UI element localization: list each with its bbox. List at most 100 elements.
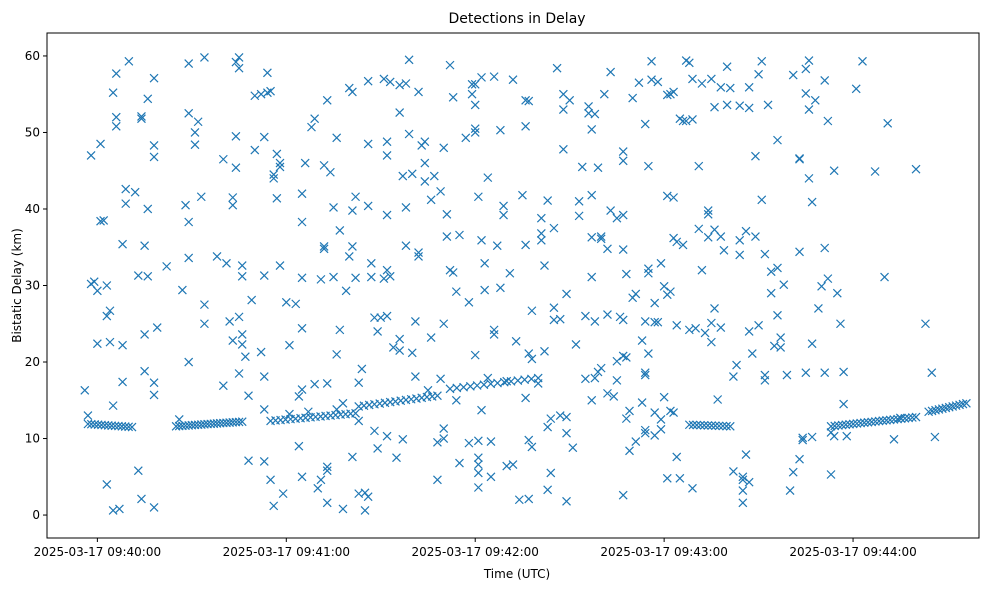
data-point <box>410 372 420 381</box>
data-point <box>143 204 153 214</box>
data-point <box>329 203 338 212</box>
data-point <box>184 108 194 118</box>
data-point <box>382 150 392 160</box>
data-point <box>675 473 685 483</box>
data-point <box>837 420 847 430</box>
data-point <box>653 317 663 327</box>
data-point <box>93 420 103 430</box>
data-point <box>404 129 414 139</box>
data-point <box>880 272 889 282</box>
data-point <box>728 372 738 381</box>
data-point <box>533 373 543 383</box>
data-point <box>240 352 250 362</box>
data-point <box>149 390 159 400</box>
data-point <box>896 414 906 424</box>
data-point <box>782 370 792 380</box>
data-point <box>414 248 423 258</box>
data-point <box>181 200 190 210</box>
data-point <box>162 261 172 271</box>
data-point <box>124 422 134 432</box>
data-point <box>889 415 899 424</box>
data-point <box>193 117 203 127</box>
data-point <box>237 417 247 427</box>
data-point <box>218 381 228 391</box>
data-point <box>773 310 782 320</box>
data-point <box>347 452 357 462</box>
data-point <box>83 411 93 421</box>
x-tick-label: 2025-03-17 09:40:00 <box>34 545 161 559</box>
data-point <box>477 235 486 245</box>
data-point <box>234 53 244 62</box>
data-point <box>259 372 269 381</box>
data-point <box>121 199 131 209</box>
data-point <box>499 210 508 220</box>
data-point <box>96 216 105 226</box>
data-point <box>716 82 726 92</box>
data-point <box>728 467 738 476</box>
data-point <box>464 297 474 307</box>
data-point <box>807 339 817 349</box>
data-point <box>140 330 150 339</box>
data-point <box>924 407 934 417</box>
data-point <box>735 101 745 111</box>
data-point <box>766 267 776 277</box>
data-point <box>801 368 811 378</box>
data-point <box>574 211 584 221</box>
data-point <box>587 272 597 282</box>
data-point <box>524 494 534 504</box>
data-point <box>820 243 830 253</box>
data-point <box>480 285 490 295</box>
data-point <box>495 283 505 293</box>
data-point <box>757 56 767 66</box>
data-point <box>823 116 833 126</box>
data-point <box>140 366 150 376</box>
data-point <box>672 452 682 462</box>
data-point <box>492 241 502 251</box>
data-point <box>316 274 326 284</box>
data-point <box>829 166 839 176</box>
data-point <box>269 170 279 179</box>
data-point <box>111 112 121 122</box>
data-point <box>363 492 373 502</box>
data-point <box>266 86 275 96</box>
data-point <box>297 217 307 227</box>
x-axis-label: Time (UTC) <box>483 567 550 581</box>
data-point <box>571 339 581 349</box>
data-point <box>401 79 411 88</box>
data-point <box>684 58 694 68</box>
data-point <box>776 343 786 352</box>
data-point <box>738 475 748 485</box>
data-point <box>234 312 244 322</box>
data-point <box>234 369 244 378</box>
data-point <box>177 285 187 295</box>
data-point <box>99 216 109 225</box>
x-tick-label: 2025-03-17 09:44:00 <box>789 545 916 559</box>
data-point <box>464 438 474 448</box>
data-point <box>549 223 559 233</box>
data-point <box>656 414 666 424</box>
data-point <box>696 420 705 430</box>
data-point <box>272 149 282 159</box>
data-point <box>105 337 115 347</box>
data-point <box>817 281 826 291</box>
data-point <box>332 349 342 359</box>
data-point <box>558 105 568 114</box>
data-point <box>719 245 729 255</box>
data-point <box>117 421 127 431</box>
data-point <box>92 286 102 296</box>
data-point <box>612 375 622 385</box>
data-point <box>455 458 464 468</box>
data-point <box>395 334 405 344</box>
data-point <box>404 55 414 65</box>
data-point <box>489 72 499 82</box>
data-point <box>426 195 436 205</box>
data-point <box>863 417 873 427</box>
data-point <box>259 132 269 142</box>
data-point <box>870 167 880 176</box>
data-point <box>370 426 379 436</box>
data-point <box>300 158 310 168</box>
data-point <box>316 475 326 485</box>
data-point <box>744 103 754 113</box>
data-point <box>473 436 483 446</box>
